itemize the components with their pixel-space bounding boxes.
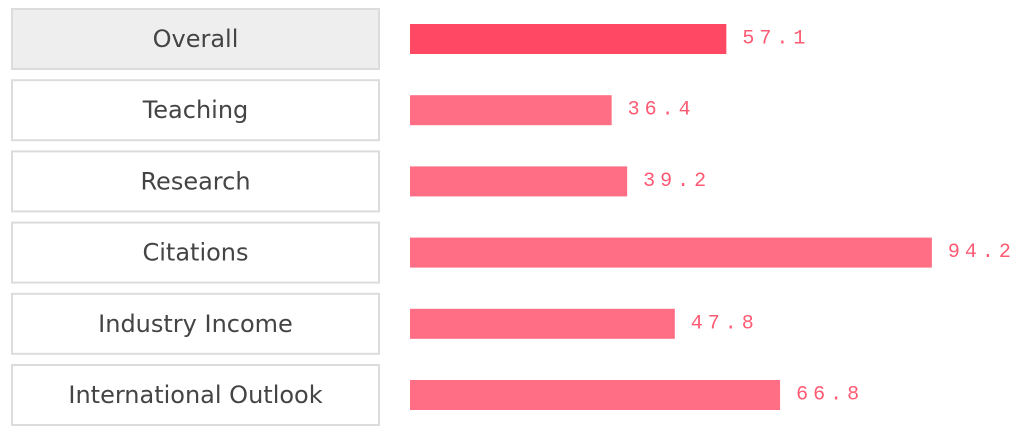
value-label: 39.2 — [643, 170, 711, 193]
bar — [410, 237, 932, 268]
category-box — [11, 8, 380, 70]
value-label: 47.8 — [691, 312, 759, 335]
bar — [410, 24, 727, 54]
category-box — [11, 364, 380, 426]
bar — [410, 166, 628, 197]
category-label: Research — [140, 167, 250, 195]
category-label: Citations — [142, 239, 248, 267]
bar — [410, 95, 612, 126]
category-label: International Outlook — [68, 381, 322, 409]
value-label: 57.1 — [742, 28, 810, 51]
bar — [410, 308, 675, 339]
category-label: Teaching — [142, 96, 249, 124]
category-box — [11, 221, 380, 284]
value-label: 94.2 — [948, 241, 1016, 264]
bar — [410, 380, 781, 410]
category-label: Overall — [153, 25, 239, 53]
category-label: Industry Income — [98, 310, 293, 338]
category-box — [11, 79, 380, 142]
value-label: 36.4 — [628, 99, 696, 122]
value-label: 66.8 — [796, 384, 864, 407]
category-box — [11, 292, 380, 355]
category-box — [11, 150, 380, 213]
